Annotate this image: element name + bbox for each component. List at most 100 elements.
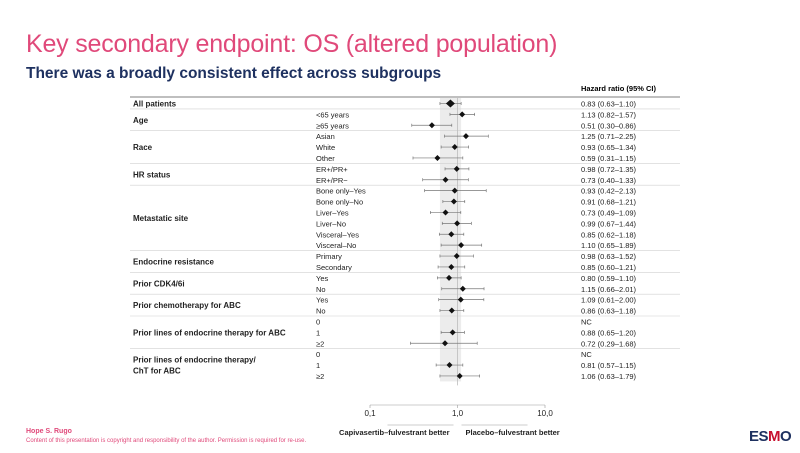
esmo-logo: ESMO <box>749 428 792 445</box>
group-label: ChT for ABC <box>133 367 181 376</box>
x-tick-label: 1,0 <box>452 409 464 418</box>
subgroup-label: ≥65 years <box>316 121 349 130</box>
hr-marker <box>448 231 455 238</box>
subgroup-label: Other <box>316 154 335 163</box>
group-label: Metastatic site <box>133 214 189 223</box>
hr-value: 1.15 (0.66–2.01) <box>581 285 637 294</box>
hr-value: 0.73 (0.49–1.09) <box>581 208 637 217</box>
x-tick-label: 10,0 <box>537 409 553 418</box>
group-label: Prior lines of endocrine therapy/ <box>133 356 256 365</box>
subgroup-label: Liver–No <box>316 219 346 228</box>
hr-value: 0.80 (0.59–1.10) <box>581 274 637 283</box>
hr-column-header: Hazard ratio (95% CI) <box>581 84 657 93</box>
subgroup-label: No <box>316 307 326 316</box>
hr-value: 1.13 (0.82–1.57) <box>581 110 637 119</box>
subgroup-label: ER+/PR− <box>316 176 348 185</box>
subgroup-label: White <box>316 143 335 152</box>
hr-value: 0.85 (0.60–1.21) <box>581 263 637 272</box>
logo-text-end: O <box>780 428 792 445</box>
hr-value: 0.73 (0.40–1.33) <box>581 176 637 185</box>
hr-value: 0.93 (0.42–2.13) <box>581 187 637 196</box>
hr-value: 0.93 (0.65–1.34) <box>581 143 637 152</box>
logo-text-accent: M <box>768 428 781 445</box>
subgroup-label: 0 <box>316 317 320 326</box>
hr-marker <box>453 165 460 172</box>
hr-marker <box>442 209 449 216</box>
overall-ci-band <box>439 98 462 382</box>
subgroup-label: Bone only–No <box>316 198 363 207</box>
hr-marker <box>446 274 453 281</box>
hr-marker <box>456 372 463 379</box>
hr-marker <box>449 329 456 336</box>
hr-value: 0.59 (0.31–1.15) <box>581 154 637 163</box>
hr-marker <box>451 187 458 194</box>
hr-value: 1.09 (0.61–2.00) <box>581 296 637 305</box>
hr-marker <box>442 340 449 347</box>
group-label: Endocrine resistance <box>133 258 214 267</box>
hr-marker <box>462 133 469 140</box>
hr-value: 1.10 (0.65–1.89) <box>581 241 637 250</box>
hr-value: NC <box>581 350 592 359</box>
hr-value: 0.85 (0.62–1.18) <box>581 230 637 239</box>
subgroup-label: 0 <box>316 350 320 359</box>
favor-right-label: Placebo–fulvestrant better <box>466 428 560 437</box>
subgroup-label: ≥2 <box>316 372 324 381</box>
footer-author: Hope S. Rugo <box>26 428 72 435</box>
hr-marker <box>459 111 466 118</box>
hr-marker <box>428 122 435 129</box>
slide-subtitle: There was a broadly consistent effect ac… <box>26 65 442 82</box>
subgroup-label: Visceral–No <box>316 241 356 250</box>
hr-value: 0.86 (0.63–1.18) <box>581 307 637 316</box>
subgroup-label: 1 <box>316 361 320 370</box>
subgroup-label: Liver–Yes <box>316 208 349 217</box>
subgroup-label: 1 <box>316 328 320 337</box>
subgroup-label: Primary <box>316 252 342 261</box>
hr-value: 0.51 (0.30–0.86) <box>581 121 637 130</box>
logo-text-main: ES <box>749 428 769 445</box>
hr-value: 1.06 (0.63–1.79) <box>581 372 637 381</box>
hr-marker <box>448 263 455 270</box>
subgroup-label: Asian <box>316 132 335 141</box>
hr-value: 0.72 (0.29–1.68) <box>581 339 637 348</box>
subgroup-label: Yes <box>316 296 328 305</box>
hr-marker <box>446 362 453 369</box>
hr-marker <box>442 176 449 183</box>
subgroup-label: No <box>316 285 326 294</box>
hr-marker <box>448 307 455 314</box>
group-label: HR status <box>133 170 171 179</box>
hr-marker <box>453 253 460 260</box>
hr-marker <box>459 285 466 292</box>
hr-marker <box>450 198 457 205</box>
hr-marker <box>454 220 461 227</box>
group-label: All patients <box>133 99 177 108</box>
hr-marker <box>457 296 464 303</box>
hr-value: 0.91 (0.68–1.21) <box>581 198 637 207</box>
subgroup-label: Visceral–Yes <box>316 230 359 239</box>
subgroup-label: <65 years <box>316 110 349 119</box>
group-label: Prior chemotherapy for ABC <box>133 301 241 310</box>
hr-marker <box>434 154 441 161</box>
hr-value: 0.98 (0.72–1.35) <box>581 165 637 174</box>
hr-value: NC <box>581 317 592 326</box>
hr-value: 0.83 (0.63–1.10) <box>581 99 637 108</box>
slide-title: Key secondary endpoint: OS (altered popu… <box>26 30 558 58</box>
group-label: Race <box>133 143 153 152</box>
footer-disclaimer: Content of this presentation is copyrigh… <box>26 438 307 444</box>
group-label: Prior CDK4/6i <box>133 279 185 288</box>
subgroup-label: Bone only–Yes <box>316 187 366 196</box>
subgroup-label: ER+/PR+ <box>316 165 348 174</box>
hr-marker <box>451 144 458 151</box>
hr-value: 0.98 (0.63–1.52) <box>581 252 637 261</box>
subgroup-label: ≥2 <box>316 339 324 348</box>
hr-marker <box>458 242 465 249</box>
hr-value: 1.25 (0.71–2.25) <box>581 132 637 141</box>
hr-value: 0.88 (0.65–1.20) <box>581 328 637 337</box>
hr-value: 0.99 (0.67–1.44) <box>581 219 637 228</box>
hr-value: 0.81 (0.57–1.15) <box>581 361 637 370</box>
group-label: Prior lines of endocrine therapy for ABC <box>133 328 286 337</box>
favor-left-label: Capivasertib–fulvestrant better <box>339 428 450 437</box>
subgroup-label: Secondary <box>316 263 352 272</box>
x-tick-label: 0,1 <box>364 409 376 418</box>
subgroup-label: Yes <box>316 274 328 283</box>
